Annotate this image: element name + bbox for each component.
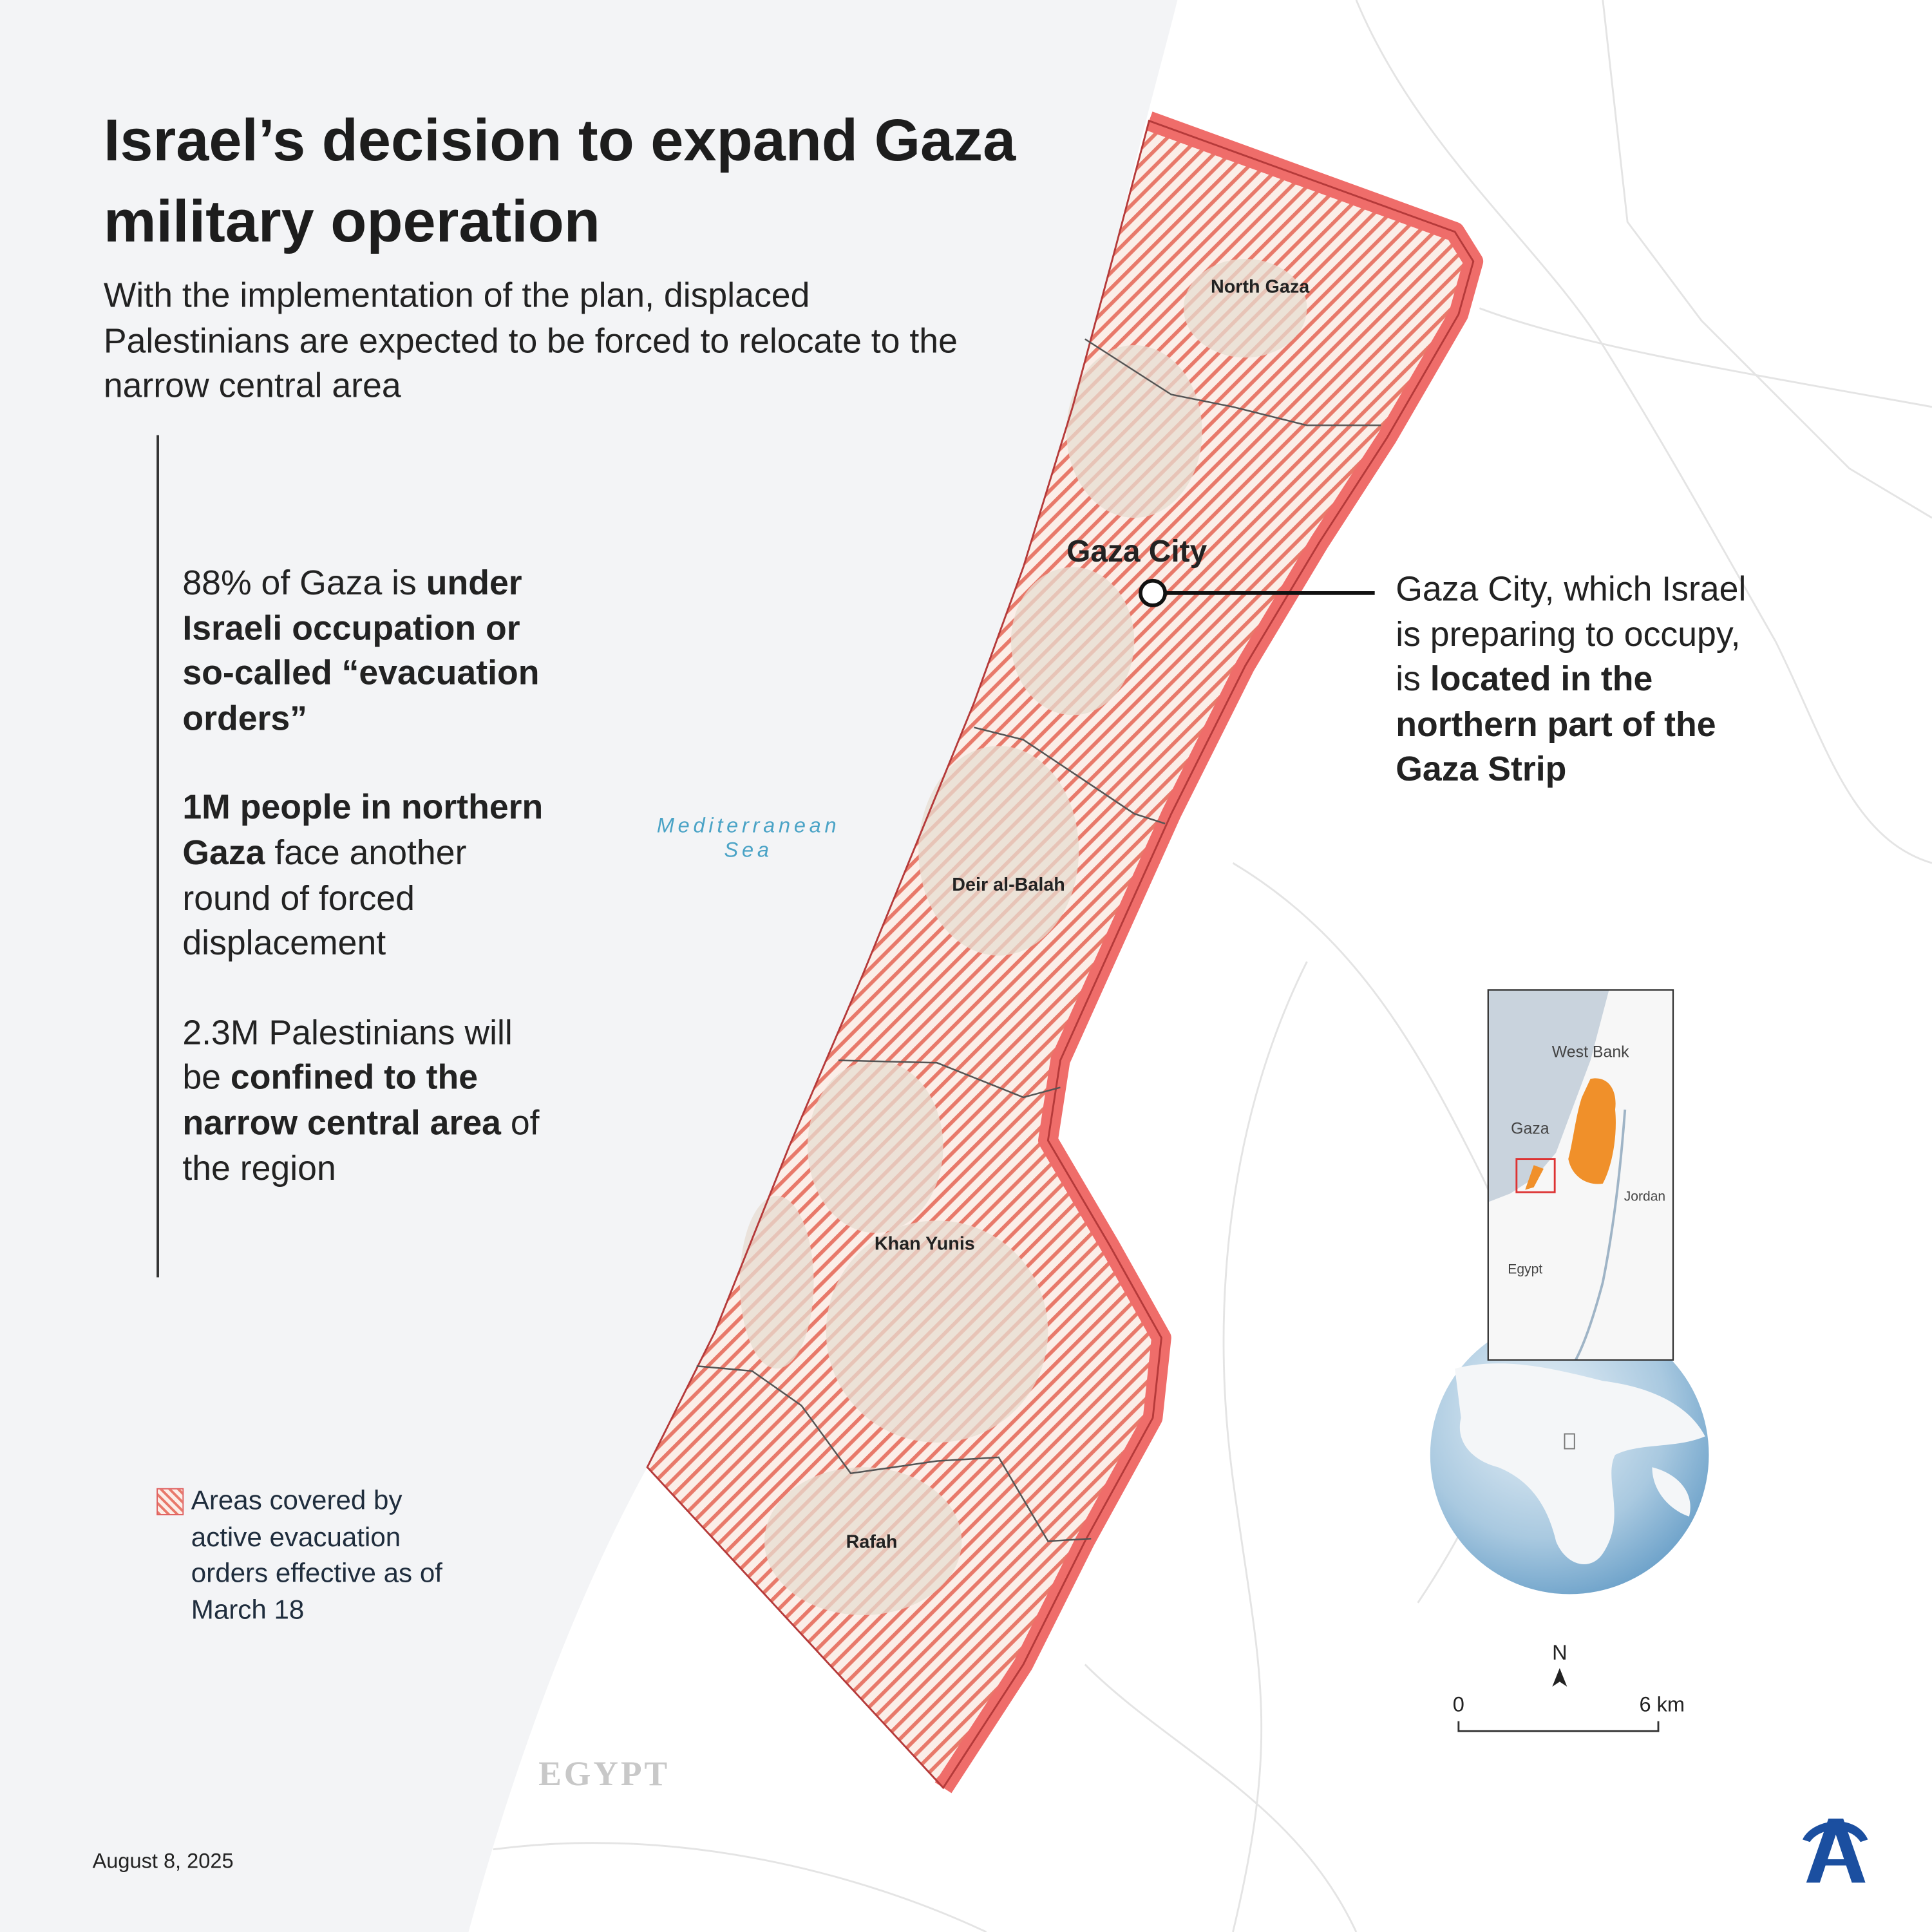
city-label: Gaza City [1066, 534, 1208, 569]
title: Israel’s decision to expand Gaza militar… [103, 108, 1016, 256]
gaza-shape [1525, 1165, 1544, 1190]
divider [156, 435, 159, 1278]
bold-text: 1M people in northern Gaza [182, 788, 553, 872]
bold-text: under Israeli occupation or so-called “e… [182, 563, 549, 737]
sea-label: Mediterranean Sea [656, 813, 840, 862]
bold-text: located in the northern part of the Gaza… [1396, 659, 1726, 789]
roads [493, 0, 1932, 1932]
scale-bar [1457, 1721, 1660, 1732]
inset-frame [1487, 989, 1674, 1361]
paragraph: 88% of Gaza is under Israeli occupation … [182, 561, 558, 741]
paragraph: Gaza City, which Israel is preparing to … [1396, 567, 1753, 793]
inset-map [1487, 989, 1674, 1361]
paragraph: 2.3M Palestinians will be confined to th… [182, 1010, 558, 1191]
inset-label: Gaza [1511, 1119, 1549, 1138]
continents [1455, 1363, 1705, 1564]
subtitle: With the implementation of the plan, dis… [103, 276, 958, 404]
region-label: Khan Yunis [874, 1233, 975, 1255]
inset-label: Jordan [1624, 1189, 1666, 1205]
legend-swatch [156, 1488, 184, 1515]
region-label: Rafah [846, 1531, 898, 1553]
text: 2.3M Palestinians will be [182, 1013, 522, 1097]
bold-text: confined to the narrow central area [182, 1058, 501, 1142]
country-label: EGYPT [538, 1756, 670, 1794]
gaza-city-marker [1139, 578, 1168, 607]
paragraph: 1M people in northern Gaza face another … [182, 786, 558, 966]
text: of the region [182, 1103, 549, 1187]
locator [1564, 1433, 1575, 1450]
text: 88% of Gaza is [182, 563, 426, 602]
inset-sea [1488, 990, 1609, 1202]
west-bank-shape [1568, 1078, 1616, 1184]
north-label: N [1552, 1641, 1567, 1665]
logo [1802, 1818, 1868, 1883]
region-label: North Gaza [1211, 276, 1310, 298]
inset-highlight [1515, 1158, 1556, 1193]
governorate-boundaries [696, 338, 1381, 1542]
sea [0, 0, 1178, 1932]
globe [1430, 1315, 1709, 1595]
facts: 88% of Gaza is under Israeli occupation … [182, 561, 558, 1235]
text: face another round of forced displacemen… [182, 833, 477, 962]
jordan-river [1575, 1109, 1627, 1361]
date: August 8, 2025 [92, 1849, 234, 1873]
north-arrow [1552, 1668, 1567, 1687]
region-label: Deir al-Balah [952, 875, 1065, 896]
scale-label: 6 km [1639, 1692, 1685, 1716]
scale-label: 0 [1452, 1692, 1464, 1716]
callout: Gaza City, which Israel is preparing to … [1396, 567, 1753, 793]
strip-outline [646, 119, 1475, 1790]
inset-label: Egypt [1508, 1262, 1543, 1278]
legend-label: Areas covered by active evacuation order… [191, 1484, 442, 1625]
inset-label: West Bank [1551, 1042, 1629, 1061]
built-up-areas [739, 259, 1307, 1615]
text: Gaza City, which Israel is preparing to … [1396, 569, 1756, 698]
